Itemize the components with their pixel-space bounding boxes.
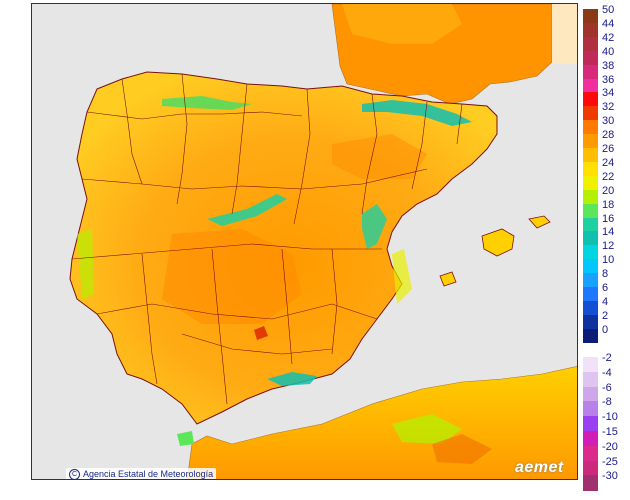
legend-label: -4 (602, 366, 612, 379)
legend-swatch (583, 401, 598, 417)
legend-label: -20 (602, 440, 618, 453)
legend-label: 34 (602, 87, 615, 100)
temperature-map: C Agencia Estatal de Meteorología aemet (31, 3, 578, 480)
ibiza (439, 271, 457, 287)
legend-label: 26 (602, 143, 615, 155)
legend-label: -25 (602, 455, 618, 468)
legend-swatch (583, 106, 598, 121)
agency-credit: C Agencia Estatal de Meteorología (66, 468, 217, 479)
east-coast-yellow (392, 249, 412, 304)
legend-swatch (583, 231, 598, 246)
legend-label: 20 (602, 184, 615, 197)
sierra-nevada-cool (267, 372, 317, 386)
iberia-landmass (69, 71, 498, 425)
legend-swatch (583, 314, 598, 330)
ceuta-area (177, 431, 194, 446)
legend-swatch (583, 217, 598, 232)
legend-swatch (583, 78, 598, 93)
legend-label: 44 (602, 17, 615, 30)
pyrenees-cool (362, 100, 472, 126)
central-system-cool (207, 194, 287, 226)
legend-swatch (583, 175, 598, 191)
legend-label: 32 (602, 101, 615, 114)
legend-swatch (583, 287, 598, 302)
mallorca (481, 228, 515, 257)
legend-swatch (583, 371, 598, 388)
right-pale-strip (552, 4, 577, 64)
legend-swatch (583, 259, 598, 274)
legend-swatch (583, 134, 598, 149)
legend-swatch (583, 273, 598, 288)
legend-label: 30 (602, 115, 615, 128)
france-north-yellow (342, 4, 462, 44)
legend-swatch (583, 475, 598, 491)
atlas-cool (392, 414, 462, 444)
legend-label: 36 (602, 73, 615, 86)
legend-swatch (583, 203, 598, 218)
brand-logo: aemet (515, 459, 564, 476)
legend-label: 22 (602, 170, 615, 183)
legend-swatch (583, 161, 598, 177)
legend-label: 40 (602, 45, 615, 58)
legend-label: -30 (602, 470, 618, 483)
legend-swatch (583, 245, 598, 260)
legend-label: -6 (602, 381, 612, 394)
credit-text: Agencia Estatal de Meteorología (83, 469, 214, 479)
legend-label: -8 (602, 396, 612, 409)
legend-swatch (583, 328, 598, 344)
legend-swatch (583, 300, 598, 316)
legend-label: 6 (602, 282, 609, 294)
legend-swatch (583, 36, 598, 52)
legend-label: 50 (602, 4, 615, 16)
legend-swatch (583, 460, 598, 476)
legend-label: 2 (602, 309, 609, 322)
legend-label: 16 (602, 212, 615, 225)
legend-label: 28 (602, 129, 615, 142)
legend-swatch (583, 9, 598, 24)
hot-spot-cordoba (254, 326, 268, 340)
legend-label: 12 (602, 240, 615, 253)
interior-hot-patch (162, 229, 302, 324)
legend-label: 24 (602, 156, 615, 169)
legend-swatch (583, 386, 598, 402)
atlantic-coast-cool (77, 229, 94, 299)
region-boundaries (71, 73, 463, 405)
legend-swatch (583, 120, 598, 135)
legend-label: -10 (602, 411, 618, 424)
legend-swatch (583, 416, 598, 432)
legend-label: 18 (602, 198, 615, 211)
legend-swatch (583, 50, 598, 66)
legend-swatch (583, 445, 598, 462)
africa-hot (432, 434, 492, 464)
legend-swatch (583, 22, 598, 38)
menorca (528, 215, 551, 229)
legend-swatch (583, 357, 598, 373)
legend-label: 0 (602, 323, 609, 336)
color-scale-legend: 50 44 42 40 38 36 34 32 30 28 26 24 22 20 18 16 14 12 10 8 6… (583, 4, 630, 491)
legend-label: -2 (602, 352, 612, 364)
legend-label: 14 (602, 226, 615, 239)
legend-label: 8 (602, 268, 609, 281)
legend-label: 38 (602, 59, 615, 72)
iberian-system-cool (362, 204, 387, 249)
legend-label: 10 (602, 254, 615, 267)
legend-swatch (583, 431, 598, 447)
legend-label: 42 (602, 31, 615, 44)
legend-swatch (583, 92, 598, 107)
legend-swatch (583, 64, 598, 79)
copyright-icon: C (69, 469, 80, 479)
legend-label: -15 (602, 426, 618, 438)
legend-swatch (583, 148, 598, 163)
legend-label: 4 (602, 295, 609, 308)
legend-swatch (583, 189, 598, 205)
map-canvas (69, 4, 577, 479)
ebro-hot-patch (332, 134, 427, 179)
